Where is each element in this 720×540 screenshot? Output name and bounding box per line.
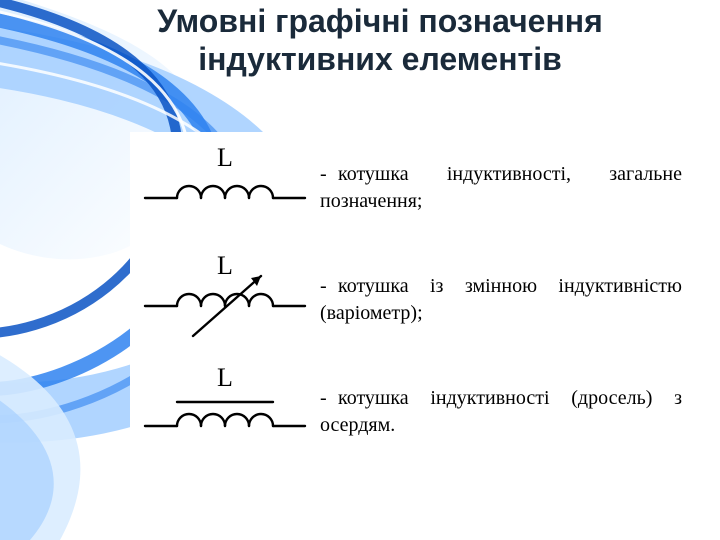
symbol-label: L [217, 251, 233, 280]
desc-text: котушка індуктивності, загальне позначен… [320, 163, 682, 212]
symbol-table: L -котушка індуктивності, загальне позна… [130, 132, 692, 470]
symbol-description: -котушка індуктивності (дросель) з осерд… [320, 385, 692, 439]
symbol-inductor-basic: L [130, 138, 320, 238]
symbol-label: L [217, 143, 233, 172]
slide: Умовні графічні позначення індуктивних е… [0, 0, 720, 540]
desc-text: котушка індуктивності (дросель) з осердя… [320, 387, 682, 436]
desc-text: котушка із змінною індуктивністю (варіом… [320, 275, 682, 324]
symbol-label: L [217, 363, 233, 392]
symbol-description: -котушка індуктивності, загальне позначе… [320, 161, 692, 215]
symbol-description: -котушка із змінною індуктивністю (варіо… [320, 273, 692, 327]
page-title: Умовні графічні позначення індуктивних е… [0, 0, 720, 79]
symbol-inductor-variable: L [130, 250, 320, 350]
table-row: L -котушка індукт [130, 356, 692, 468]
table-row: L -котушка із змінною [130, 244, 692, 356]
symbol-inductor-core: L [130, 362, 320, 462]
table-row: L -котушка індуктивності, загальне позна… [130, 132, 692, 244]
